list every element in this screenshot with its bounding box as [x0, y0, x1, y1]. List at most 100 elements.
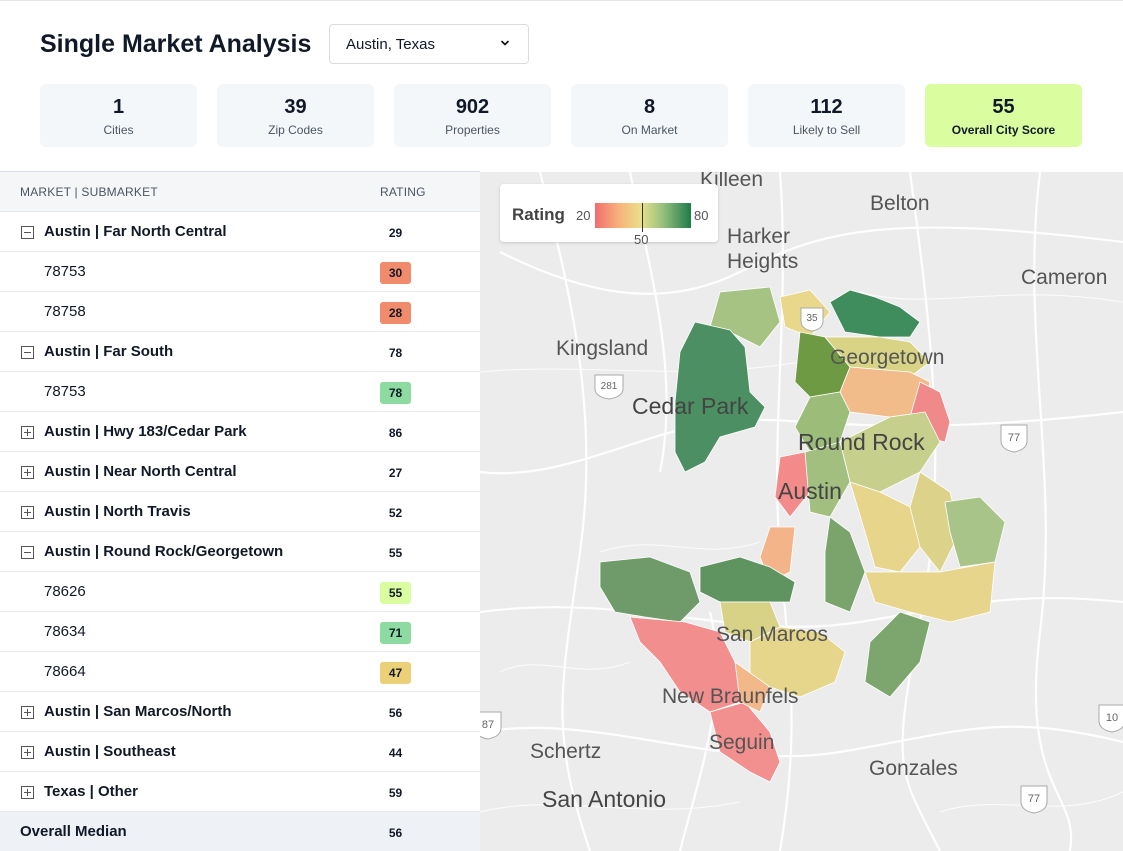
city-label-schertz: Schertz — [530, 740, 602, 763]
market-row[interactable]: Austin | Round Rock/Georgetown 55 — [0, 532, 480, 572]
submarket-row: 78758 28 — [0, 292, 480, 332]
legend-title: Rating — [512, 205, 565, 224]
map-region — [734, 661, 771, 713]
rating-badge: 78 — [380, 382, 411, 404]
submarket-row: 78664 47 — [0, 652, 480, 692]
stat-label: Properties — [445, 122, 500, 137]
city-label-belton: Belton — [870, 192, 930, 215]
row-label: 78664 — [44, 663, 86, 680]
expand-icon[interactable] — [21, 506, 34, 519]
legend-mid-tick — [642, 203, 643, 232]
shield-label: 35 — [806, 313, 818, 324]
map-region — [599, 556, 701, 623]
shield-label: 281 — [601, 381, 618, 392]
stat-zip-codes: 39 Zip Codes — [217, 84, 374, 147]
page-title: Single Market Analysis — [40, 30, 312, 58]
submarket-row: 78626 55 — [0, 572, 480, 612]
expand-icon[interactable] — [21, 746, 34, 759]
map-canvas: 35 281 77 87 10 77 — [480, 172, 1123, 851]
map-region — [944, 496, 1006, 568]
rating-badge: 78 — [388, 346, 403, 360]
stat-likely-to-sell: 112 Likely to Sell — [748, 84, 905, 147]
map-region — [864, 611, 931, 698]
rating-map[interactable]: 35 281 77 87 10 77 Killeen — [480, 172, 1123, 851]
collapse-icon[interactable] — [21, 226, 34, 239]
row-label: 78626 — [44, 583, 86, 600]
market-row[interactable]: Austin | Hwy 183/Cedar Park 86 — [0, 412, 480, 452]
table-header: MARKET | SUBMARKET RATING — [0, 172, 480, 212]
market-row[interactable]: Austin | Far North Central 29 — [0, 212, 480, 252]
expand-icon[interactable] — [21, 426, 34, 439]
map-legend: Rating 20 80 50 — [500, 184, 718, 247]
market-row[interactable]: Austin | North Travis 52 — [0, 492, 480, 532]
map-region — [804, 441, 851, 518]
city-label-san-marcos: San Marcos — [716, 623, 829, 646]
city-label-round-rock: Round Rock — [798, 429, 925, 455]
row-label: Austin | San Marcos/North — [44, 703, 232, 720]
rating-badge: 71 — [380, 622, 411, 644]
market-row[interactable]: Austin | Near North Central 27 — [0, 452, 480, 492]
stat-label: Likely to Sell — [792, 122, 861, 137]
collapse-icon[interactable] — [21, 346, 34, 359]
row-label: Austin | Hwy 183/Cedar Park — [44, 423, 247, 440]
legend-mid: 50 — [634, 232, 649, 247]
map-region — [829, 289, 921, 338]
city-label-san-antonio: San Antonio — [542, 786, 667, 812]
shield-label: 10 — [1106, 712, 1118, 724]
city-label-seguin: Seguin — [709, 731, 775, 754]
stat-value: 1 — [112, 95, 125, 118]
city-label-georgetown: Georgetown — [830, 346, 945, 369]
stat-value: 8 — [643, 95, 656, 118]
submarket-row: 78634 71 — [0, 612, 480, 652]
row-label: Austin | Southeast — [44, 743, 176, 760]
rating-badge: 44 — [388, 746, 403, 760]
stat-value: 55 — [992, 95, 1015, 118]
rating-badge: 29 — [388, 226, 403, 240]
row-label: Austin | North Travis — [44, 503, 191, 520]
stat-label: Zip Codes — [268, 122, 323, 137]
map-region — [849, 481, 921, 573]
expand-icon[interactable] — [21, 706, 34, 719]
stats-bar: 1 Cities 39 Zip Codes 902 Properties 8 O… — [40, 84, 1082, 147]
market-row[interactable]: Austin | Southeast 44 — [0, 732, 480, 772]
row-label: Texas | Other — [44, 783, 138, 800]
map-region — [824, 516, 866, 613]
map-region — [864, 561, 996, 623]
map-region — [699, 556, 796, 603]
stat-label: Overall City Score — [951, 122, 1056, 137]
shield-label: 87 — [482, 719, 494, 731]
market-row[interactable]: Austin | San Marcos/North 56 — [0, 692, 480, 732]
rating-badge: 28 — [380, 302, 411, 324]
chevron-down-icon — [501, 40, 509, 46]
row-label: 78753 — [44, 263, 86, 280]
location-select-value: Austin, Texas — [346, 35, 435, 53]
column-header-market: MARKET | SUBMARKET — [20, 184, 158, 199]
row-label: 78758 — [44, 303, 86, 320]
row-label: 78634 — [44, 623, 86, 640]
row-label: 78753 — [44, 383, 86, 400]
footer-label: Overall Median — [20, 823, 127, 840]
stat-properties: 902 Properties — [394, 84, 551, 147]
location-select[interactable]: Austin, Texas — [329, 24, 529, 64]
market-table: MARKET | SUBMARKET RATING Austin | Far N… — [0, 171, 480, 851]
shield-label: 77 — [1008, 432, 1020, 444]
expand-icon[interactable] — [21, 466, 34, 479]
city-label-harker-heights: Harker Heights — [727, 225, 799, 273]
market-row[interactable]: Texas | Other 59 — [0, 772, 480, 812]
rating-badge: 86 — [388, 426, 403, 440]
stat-label: On Market — [621, 122, 678, 137]
column-header-rating: RATING — [380, 184, 426, 199]
rating-badge: 56 — [388, 706, 403, 720]
city-label-cameron: Cameron — [1021, 266, 1108, 289]
submarket-row: 78753 78 — [0, 372, 480, 412]
market-row[interactable]: Austin | Far South 78 — [0, 332, 480, 372]
collapse-icon[interactable] — [21, 546, 34, 559]
legend-gradient-bar — [595, 203, 691, 228]
city-label-cedar-park: Cedar Park — [632, 393, 749, 419]
rating-badge: 59 — [388, 786, 403, 800]
stat-overall-city-score: 55 Overall City Score — [925, 84, 1082, 147]
expand-icon[interactable] — [21, 786, 34, 799]
city-label-kingsland: Kingsland — [556, 337, 649, 360]
row-label: Austin | Far South — [44, 343, 174, 360]
page-header: Single Market Analysis Austin, Texas 1 C… — [0, 0, 1123, 172]
